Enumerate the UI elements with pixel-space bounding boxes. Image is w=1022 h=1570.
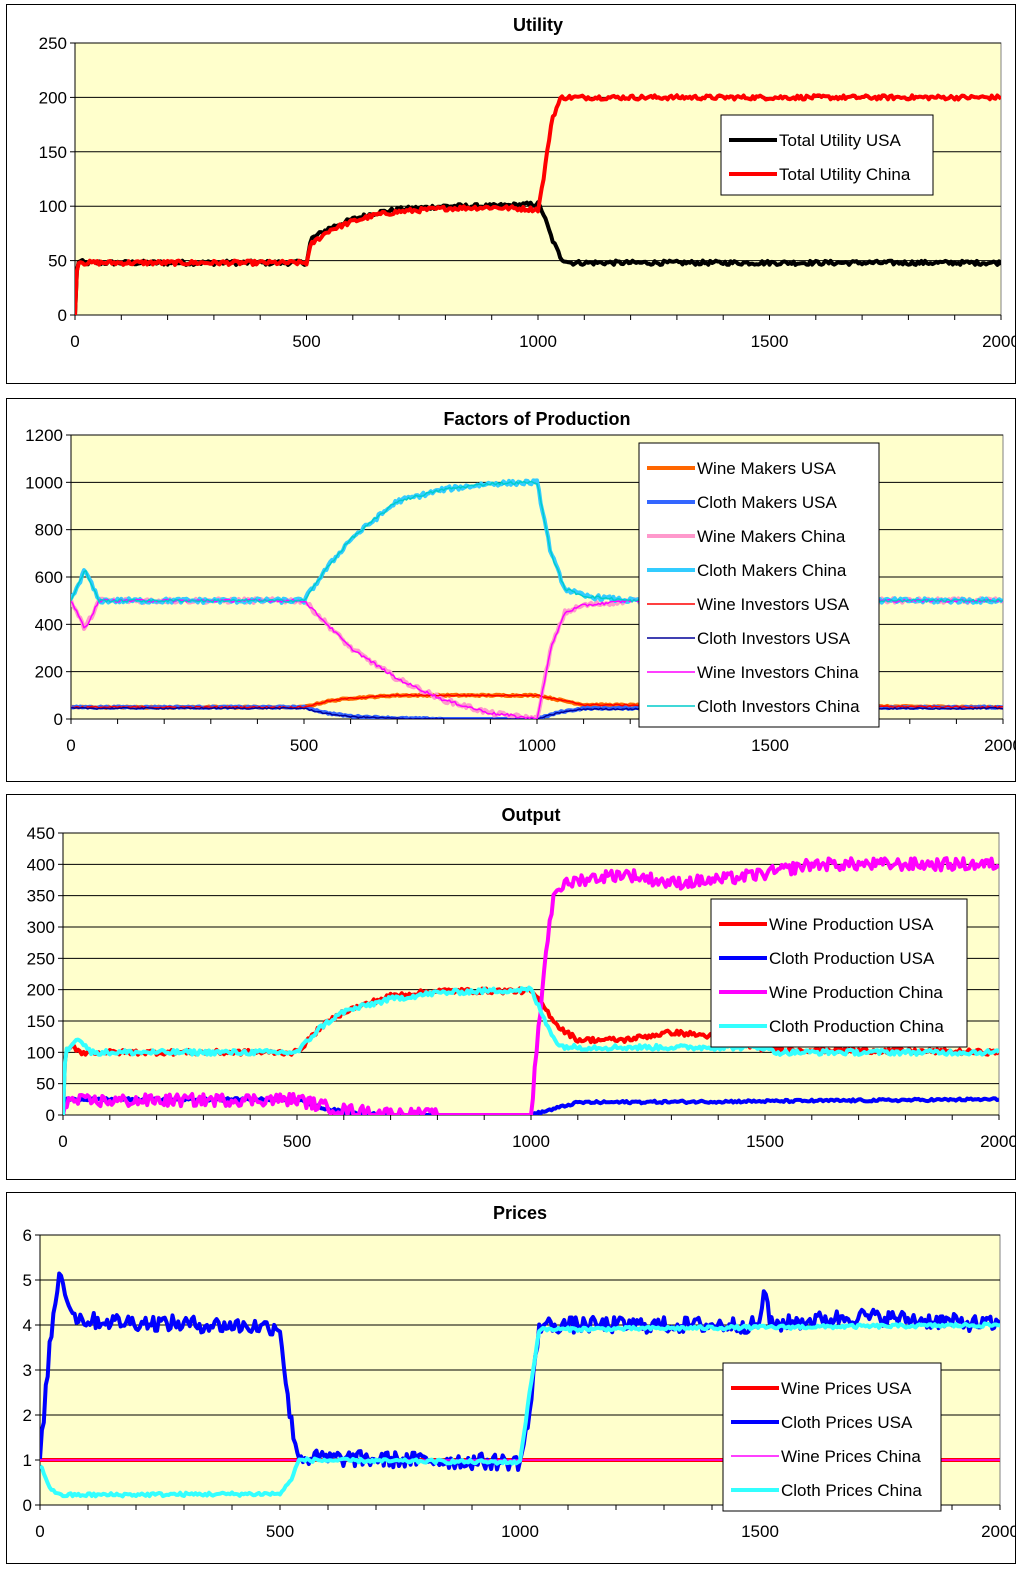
legend-label: Wine Production USA xyxy=(769,915,934,934)
x-tick-label: 2000 xyxy=(984,736,1015,755)
y-tick-label: 1 xyxy=(23,1451,32,1470)
legend-label: Cloth Production China xyxy=(769,1017,944,1036)
x-tick-label: 0 xyxy=(66,736,75,755)
y-tick-label: 1200 xyxy=(25,426,63,445)
x-tick-label: 2000 xyxy=(982,332,1015,351)
legend-label: Wine Investors China xyxy=(697,663,859,682)
legend: Total Utility USA Total Utility China xyxy=(720,114,934,196)
chart-panel-0: Utility 0 50 100 150 200 250 0 500 1000 1500 2000 To… xyxy=(6,4,1016,384)
legend-box xyxy=(638,442,880,728)
chart-title: Output xyxy=(502,805,561,825)
chart-title: Prices xyxy=(493,1203,547,1223)
chart-panel-3: Prices 0 1 2 3 4 5 6 0 500 1000 1500 2000 Wine Prices… xyxy=(6,1192,1016,1564)
x-tick-label: 2000 xyxy=(981,1522,1015,1541)
chart-svg: Output 0 50 100 150 200 250 300 350 400 450 0 500 100… xyxy=(27,805,1015,1151)
legend: Wine Makers USA Cloth Makers USA Wine Make… xyxy=(638,442,880,728)
chart-title: Utility xyxy=(513,15,563,35)
y-tick-label: 100 xyxy=(27,1043,55,1062)
x-tick-label: 500 xyxy=(292,332,320,351)
y-tick-label: 3 xyxy=(23,1361,32,1380)
y-tick-label: 250 xyxy=(27,949,55,968)
legend-label: Cloth Production USA xyxy=(769,949,935,968)
y-tick-label: 250 xyxy=(39,34,67,53)
legend-label: Wine Prices USA xyxy=(781,1379,912,1398)
series-line-2 xyxy=(63,856,999,1115)
y-tick-label: 450 xyxy=(27,824,55,843)
legend-label: Wine Production China xyxy=(769,983,943,1002)
y-tick-label: 200 xyxy=(35,663,63,682)
y-tick-label: 0 xyxy=(46,1106,55,1125)
y-tick-label: 150 xyxy=(39,143,67,162)
chart-title: Factors of Production xyxy=(443,409,630,429)
y-tick-label: 100 xyxy=(39,197,67,216)
legend-label: Total Utility USA xyxy=(779,131,902,150)
x-tick-label: 1500 xyxy=(746,1132,784,1151)
chart-svg: Prices 0 1 2 3 4 5 6 0 500 1000 1500 2000 Wine Prices… xyxy=(23,1203,1015,1541)
y-tick-label: 0 xyxy=(54,710,63,729)
x-tick-label: 1000 xyxy=(512,1132,550,1151)
chart-svg: Factors of Production 0 200 400 600 800 1000 12… xyxy=(25,409,1015,755)
y-tick-label: 600 xyxy=(35,568,63,587)
legend-label: Cloth Prices China xyxy=(781,1481,922,1500)
legend-label: Wine Makers USA xyxy=(697,459,837,478)
legend: Wine Prices USA Cloth Prices USA Wine Pric… xyxy=(722,1362,942,1512)
chart-panel-1: Factors of Production 0 200 400 600 800 1000 12… xyxy=(6,398,1016,782)
chart-panel-2: Output 0 50 100 150 200 250 300 350 400 450 0 500 100… xyxy=(6,794,1016,1180)
y-tick-label: 2 xyxy=(23,1406,32,1425)
y-tick-label: 50 xyxy=(48,252,67,271)
legend-label: Cloth Investors USA xyxy=(697,629,851,648)
series-line-3 xyxy=(40,1321,1000,1499)
x-tick-label: 1500 xyxy=(751,736,789,755)
legend-label: Total Utility China xyxy=(779,165,911,184)
x-tick-label: 0 xyxy=(35,1522,44,1541)
legend-label: Wine Investors USA xyxy=(697,595,850,614)
series-line-1 xyxy=(75,93,1001,315)
y-tick-label: 0 xyxy=(58,306,67,325)
x-tick-label: 500 xyxy=(290,736,318,755)
y-tick-label: 400 xyxy=(27,855,55,874)
y-tick-label: 300 xyxy=(27,918,55,937)
x-tick-label: 1500 xyxy=(741,1522,779,1541)
y-tick-label: 1000 xyxy=(25,473,63,492)
legend-label: Cloth Prices USA xyxy=(781,1413,913,1432)
legend-label: Cloth Investors China xyxy=(697,697,860,716)
legend-label: Wine Prices China xyxy=(781,1447,921,1466)
chart-svg: Utility 0 50 100 150 200 250 0 500 1000 1500 2000 To… xyxy=(39,15,1015,351)
x-tick-label: 1000 xyxy=(501,1522,539,1541)
x-tick-label: 1000 xyxy=(519,332,557,351)
y-tick-label: 200 xyxy=(27,981,55,1000)
y-tick-label: 150 xyxy=(27,1012,55,1031)
legend-label: Cloth Makers China xyxy=(697,561,847,580)
legend-label: Wine Makers China xyxy=(697,527,846,546)
y-tick-label: 400 xyxy=(35,615,63,634)
y-tick-label: 0 xyxy=(23,1496,32,1515)
x-tick-label: 2000 xyxy=(980,1132,1015,1151)
x-tick-label: 500 xyxy=(283,1132,311,1151)
legend-box xyxy=(720,114,934,196)
x-tick-label: 0 xyxy=(58,1132,67,1151)
x-tick-label: 0 xyxy=(70,332,79,351)
legend: Wine Production USA Cloth Production USA W… xyxy=(710,898,968,1048)
y-tick-label: 50 xyxy=(36,1075,55,1094)
y-tick-label: 200 xyxy=(39,88,67,107)
y-tick-label: 800 xyxy=(35,521,63,540)
series-line-3 xyxy=(63,985,999,1115)
x-tick-label: 1000 xyxy=(518,736,556,755)
legend-label: Cloth Makers USA xyxy=(697,493,837,512)
y-tick-label: 5 xyxy=(23,1271,32,1290)
y-tick-label: 350 xyxy=(27,887,55,906)
y-tick-label: 6 xyxy=(23,1226,32,1245)
x-tick-label: 1500 xyxy=(751,332,789,351)
x-tick-label: 500 xyxy=(266,1522,294,1541)
y-tick-label: 4 xyxy=(23,1316,32,1335)
